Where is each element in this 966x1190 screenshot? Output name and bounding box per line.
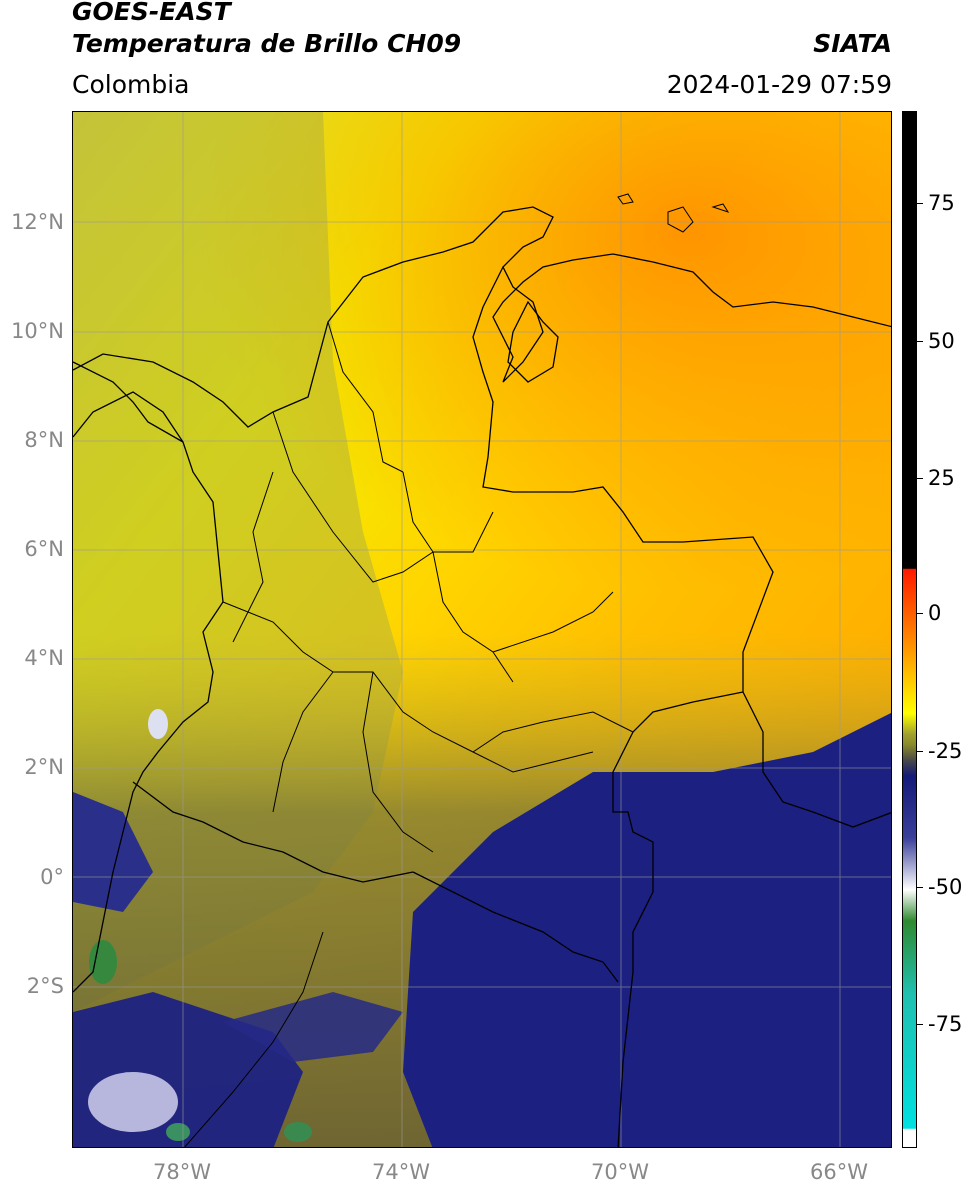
colorbar-label-75: 75 bbox=[928, 191, 955, 215]
colorbar-label-m75: -75 bbox=[928, 1012, 963, 1036]
very-cold-patch-1 bbox=[88, 1072, 178, 1132]
cold-cloud-west bbox=[73, 792, 153, 912]
colombia-venezuela-border bbox=[472, 266, 891, 828]
colorbar-label-m25: -25 bbox=[928, 739, 963, 763]
colombia-peru-border bbox=[412, 871, 619, 983]
lon-label-70w: 70°W bbox=[591, 1160, 649, 1184]
title-line-2: Temperatura de Brillo CH09 bbox=[72, 29, 462, 58]
lon-label-74w: 74°W bbox=[372, 1160, 430, 1184]
colorbar-tick-m25 bbox=[917, 751, 923, 752]
lat-label-2n: 2°N bbox=[24, 755, 64, 779]
colorbar-tick-75 bbox=[917, 203, 923, 204]
colorbar-tick-m50 bbox=[917, 887, 923, 888]
region-label: Colombia bbox=[72, 70, 190, 99]
graticule bbox=[73, 112, 891, 1147]
lat-label-8n: 8°N bbox=[24, 428, 64, 452]
brand-label: SIATA bbox=[813, 29, 892, 58]
cold-cloud-band bbox=[223, 992, 403, 1062]
lat-label-2s: 2°S bbox=[26, 974, 64, 998]
colorbar-label-50: 50 bbox=[928, 329, 955, 353]
lat-label-6n: 6°N bbox=[24, 537, 64, 561]
lat-label-10n: 10°N bbox=[11, 319, 64, 343]
map-panel bbox=[72, 111, 892, 1148]
title-line-1: GOES-EAST bbox=[72, 0, 231, 26]
very-cold-patch-3 bbox=[148, 709, 168, 739]
very-cold-patch-5 bbox=[166, 1123, 190, 1141]
brightness-temperature-map bbox=[73, 112, 891, 1147]
colorbar-tick-m75 bbox=[917, 1024, 923, 1025]
colorbar bbox=[902, 111, 917, 1148]
interior-divisions bbox=[222, 321, 634, 853]
ecuador-colombia-border bbox=[132, 781, 414, 883]
colorbar-tick-0 bbox=[917, 613, 923, 614]
lat-label-4n: 4°N bbox=[24, 646, 64, 670]
maracaibo-lake bbox=[507, 300, 559, 383]
lat-label-12n: 12°N bbox=[11, 210, 64, 234]
peru-ecuador-border bbox=[184, 931, 324, 1147]
colombia-brazil-border bbox=[612, 691, 744, 1147]
curacao-aruba bbox=[617, 193, 730, 233]
lon-label-78w: 78°W bbox=[153, 1160, 211, 1184]
cold-cloud-east bbox=[403, 713, 891, 1147]
colorbar-label-0: 0 bbox=[928, 601, 942, 625]
lon-label-66w: 66°W bbox=[810, 1160, 868, 1184]
colorbar-tick-25 bbox=[917, 478, 923, 479]
very-cold-patch-2 bbox=[89, 940, 117, 984]
colorbar-label-25: 25 bbox=[928, 466, 955, 490]
colorbar-label-m50: -50 bbox=[928, 875, 963, 899]
colorbar-tick-50 bbox=[917, 341, 923, 342]
timestamp-label: 2024-01-29 07:59 bbox=[666, 70, 892, 99]
panama-border bbox=[73, 361, 184, 443]
caribbean-coast bbox=[73, 206, 891, 428]
coastlines-and-borders bbox=[73, 193, 891, 1147]
pacific-coast bbox=[73, 391, 224, 993]
colorbar-gradient bbox=[903, 112, 916, 1147]
very-cold-patch-4 bbox=[284, 1122, 312, 1142]
lat-label-0: 0° bbox=[40, 865, 64, 889]
